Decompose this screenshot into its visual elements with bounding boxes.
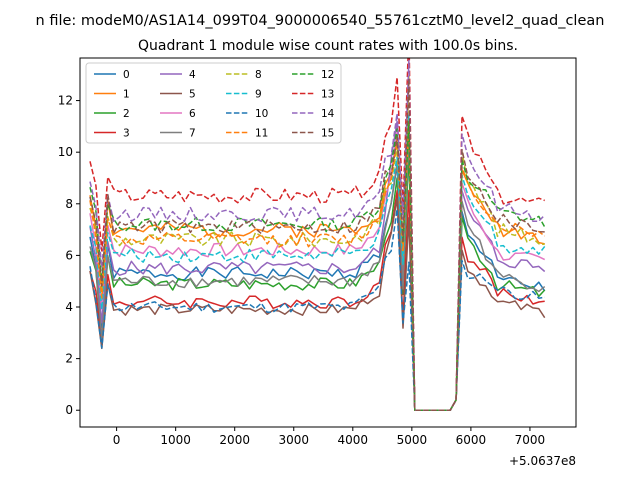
y-tick-label: 4 [65,300,73,314]
series-line-5 [89,197,546,411]
x-tick-label: 7000 [515,433,546,447]
series-line-7 [89,129,546,411]
y-tick-label: 6 [65,248,73,262]
legend-label-15: 15 [321,128,334,140]
series-line-11 [89,121,546,411]
series-line-13 [89,58,545,411]
series-line-10 [89,208,545,411]
legend-label-12: 12 [321,69,334,81]
series-line-6 [89,120,546,411]
series-line-14 [89,59,546,411]
legend-label-10: 10 [255,108,268,120]
legend-label-13: 13 [321,89,334,101]
legend-label-9: 9 [255,89,262,101]
legend-label-2: 2 [123,108,130,120]
legend-label-6: 6 [189,108,196,120]
x-tick-label: 0 [113,433,121,447]
y-tick-label: 2 [65,352,73,366]
x-tick-label: 3000 [278,433,309,447]
y-axis: 0 2 4 6 8 10 12 [58,94,80,417]
legend-label-0: 0 [123,69,130,81]
plot-frame [79,57,577,428]
y-tick-label: 10 [58,145,73,159]
series-layer [89,58,546,411]
legend-label-14: 14 [321,108,335,120]
figure-suptitle: n file: modeM0/AS1A14_099T04_9000006540_… [36,13,605,29]
legend-frame [85,62,342,144]
legend-label-4: 4 [189,69,196,81]
series-line-8 [89,75,545,411]
x-tick-label: 2000 [219,433,250,447]
y-tick-label: 8 [65,197,73,211]
series-line-15 [89,78,545,411]
legend-label-1: 1 [123,89,130,101]
series-line-2 [89,148,546,411]
series-line-4 [89,120,546,411]
legend-label-7: 7 [189,128,196,140]
series-line-12 [89,121,546,411]
legend-label-8: 8 [255,69,262,81]
y-tick-label: 0 [65,403,73,417]
x-axis: 0 1000 2000 3000 4000 5000 6000 7000 [113,427,545,447]
legend-label-3: 3 [123,128,130,140]
y-tick-label: 12 [58,94,73,108]
legend-label-5: 5 [189,89,196,101]
legend-label-11: 11 [255,128,268,140]
series-line-9 [89,114,546,411]
x-tick-label: 6000 [456,433,487,447]
x-tick-label: 4000 [338,433,369,447]
series-line-0 [89,145,546,411]
x-tick-label: 1000 [160,433,191,447]
chart-title: Quadrant 1 module wise count rates with … [138,38,518,54]
x-axis-offset-label: +5.0637e8 [509,454,576,468]
x-tick-label: 5000 [397,433,428,447]
